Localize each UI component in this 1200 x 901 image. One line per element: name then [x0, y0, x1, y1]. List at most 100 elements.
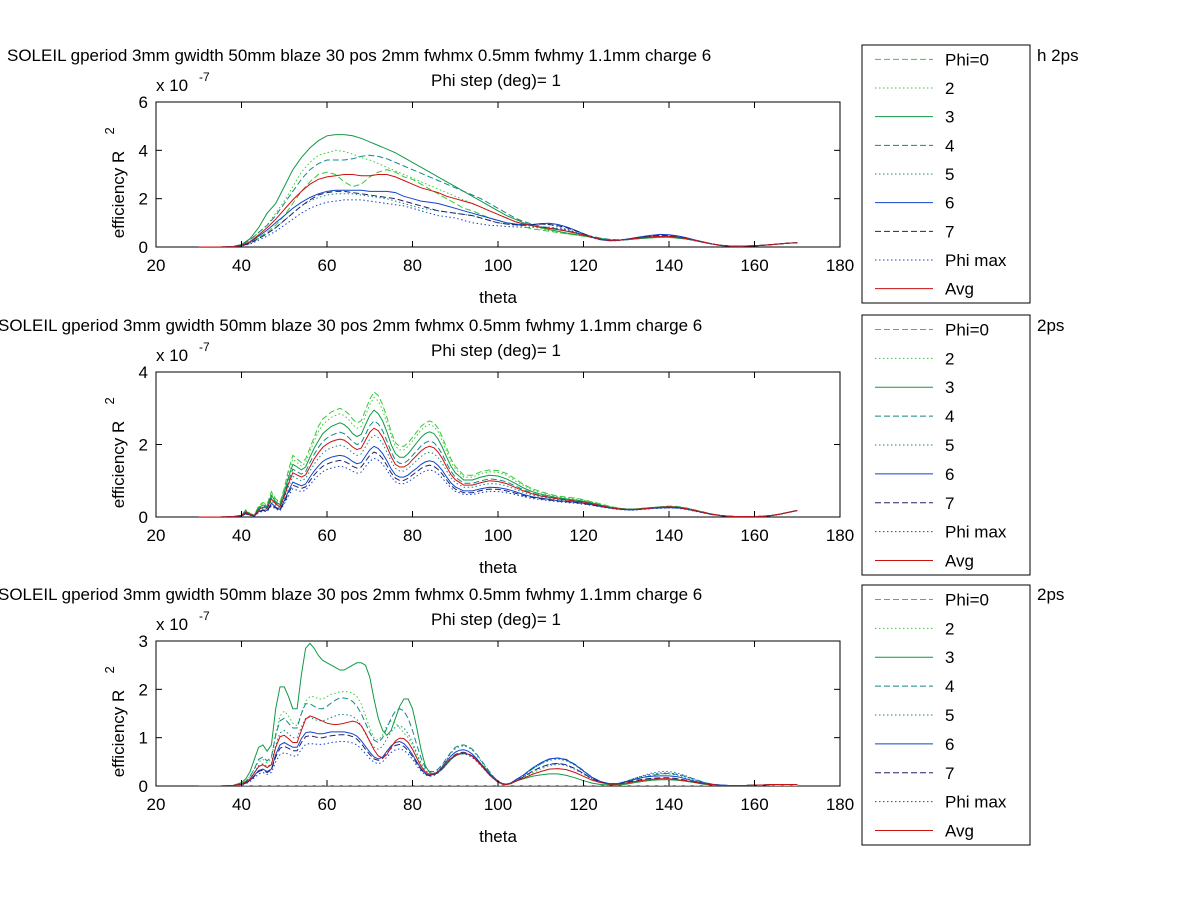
legend-label: Avg — [945, 552, 974, 571]
series-line-3 — [198, 409, 798, 517]
series-line-9 — [198, 174, 798, 247]
legend-label: 4 — [945, 407, 954, 426]
legend-label: 7 — [945, 222, 954, 241]
legend-label: 6 — [945, 735, 954, 754]
series-line-8 — [198, 741, 798, 786]
legend-label: 2 — [945, 349, 954, 368]
x-tick-label: 120 — [569, 256, 597, 275]
y-tick-label: 0 — [139, 238, 148, 257]
y-tick-label: 2 — [139, 680, 148, 699]
x-tick-label: 180 — [826, 256, 854, 275]
legend-label: Phi max — [945, 793, 1007, 812]
legend-label: Phi=0 — [945, 50, 989, 69]
legend-label: 4 — [945, 677, 954, 696]
legend-label: Phi=0 — [945, 590, 989, 609]
y-axis-label-superscript: 2 — [102, 397, 117, 404]
series-line-8 — [198, 199, 798, 247]
legend: Phi=0 2 3 4 5 6 7 Phi max Avg — [861, 584, 1031, 846]
x-axis-label: theta — [479, 558, 517, 577]
legend-label: 5 — [945, 436, 954, 455]
x-tick-label: 80 — [403, 256, 422, 275]
x-tick-label: 20 — [147, 256, 166, 275]
x-tick-label: 40 — [232, 256, 251, 275]
subplot-1: 20 40 60 80 100 120 140 160 180 0 2 4 6 x 10 -7 SOLEIL … — [7, 44, 1079, 307]
series-line-4 — [198, 420, 798, 517]
x-tick-label: 80 — [403, 526, 422, 545]
x-tick-label: 160 — [740, 795, 768, 814]
y-axis-label-group: efficiency R 2 — [102, 127, 128, 238]
series-group — [198, 642, 798, 786]
x-axis-label: theta — [479, 288, 517, 307]
series-line-5 — [198, 193, 798, 247]
axes-frame — [155, 371, 841, 518]
x-tick-label: 100 — [484, 256, 512, 275]
axes-frame — [155, 101, 841, 248]
y-tick-label: 6 — [139, 93, 148, 112]
y-tick-label: 0 — [139, 508, 148, 527]
legend-label: Phi max — [945, 523, 1007, 542]
legend-label: 7 — [945, 494, 954, 513]
chart-subtitle: Phi step (deg)= 1 — [431, 610, 561, 629]
series-line-7 — [198, 734, 798, 786]
x-tick-label: 40 — [232, 795, 251, 814]
y-tick-label: 2 — [139, 190, 148, 209]
y-multiplier: x 10 — [156, 76, 188, 95]
series-line-5 — [198, 714, 798, 786]
legend-label: 6 — [945, 465, 954, 484]
legend-label: 2 — [945, 619, 954, 638]
legend: Phi=0 2 3 4 5 6 7 Phi max Avg — [861, 44, 1031, 304]
x-tick-label: 20 — [147, 795, 166, 814]
y-axis-label: efficiency R — [109, 421, 128, 509]
series-line-7 — [198, 190, 798, 247]
y-tick-label: 4 — [139, 363, 148, 382]
y-axis-label: efficiency R — [109, 690, 128, 778]
legend-label: 2 — [945, 79, 954, 98]
series-line-1 — [198, 391, 798, 517]
series-group — [198, 391, 798, 517]
legend: Phi=0 2 3 4 5 6 7 Phi max Avg — [861, 314, 1031, 576]
y-tick-label: 0 — [139, 777, 148, 796]
series-line-6 — [198, 731, 798, 786]
y-multiplier-exponent: -7 — [199, 340, 210, 354]
series-line-3 — [198, 134, 798, 247]
x-tick-label: 100 — [484, 526, 512, 545]
y-multiplier: x 10 — [156, 615, 188, 634]
y-axis-label-superscript: 2 — [102, 127, 117, 134]
legend-label: 4 — [945, 136, 954, 155]
legend-label: Phi=0 — [945, 320, 989, 339]
series-line-8 — [198, 457, 798, 517]
series-line-2 — [198, 396, 798, 517]
y-axis-label: efficiency R — [109, 151, 128, 239]
series-line-4 — [198, 154, 798, 247]
x-tick-label: 160 — [740, 526, 768, 545]
x-tick-label: 20 — [147, 526, 166, 545]
chart-subtitle: Phi step (deg)= 1 — [431, 341, 561, 360]
series-line-9 — [198, 715, 798, 786]
x-tick-label: 60 — [318, 526, 337, 545]
x-tick-label: 60 — [318, 256, 337, 275]
y-multiplier-exponent: -7 — [199, 609, 210, 623]
subplot-2: 20 40 60 80 100 120 140 160 180 0 2 4 x 10 -7 SOLEIL g… — [0, 314, 1064, 577]
x-tick-label: 180 — [826, 526, 854, 545]
legend-label: 3 — [945, 378, 954, 397]
x-tick-label: 160 — [740, 256, 768, 275]
series-line-9 — [198, 427, 798, 517]
chart-title: SOLEIL gperiod 3mm gwidth 50mm blaze 30 … — [0, 585, 702, 604]
y-axis-label-group: efficiency R 2 — [102, 397, 128, 508]
chart-title-tail: 2ps — [1037, 585, 1064, 604]
x-tick-label: 140 — [655, 795, 683, 814]
x-tick-label: 140 — [655, 256, 683, 275]
legend-box — [861, 44, 1031, 304]
legend-label: 5 — [945, 706, 954, 725]
x-tick-label: 180 — [826, 795, 854, 814]
series-line-4 — [198, 697, 798, 786]
x-tick-label: 120 — [569, 526, 597, 545]
legend-label: 3 — [945, 108, 954, 127]
series-group — [198, 134, 798, 247]
chart-title-tail: 2ps — [1037, 316, 1064, 335]
series-line-6 — [198, 189, 798, 247]
legend-label: Phi max — [945, 251, 1007, 270]
x-tick-label: 80 — [403, 795, 422, 814]
subplot-3: 20 40 60 80 100 120 140 160 180 0 1 2 3 x 10 -7 SOLEIL … — [0, 584, 1064, 846]
